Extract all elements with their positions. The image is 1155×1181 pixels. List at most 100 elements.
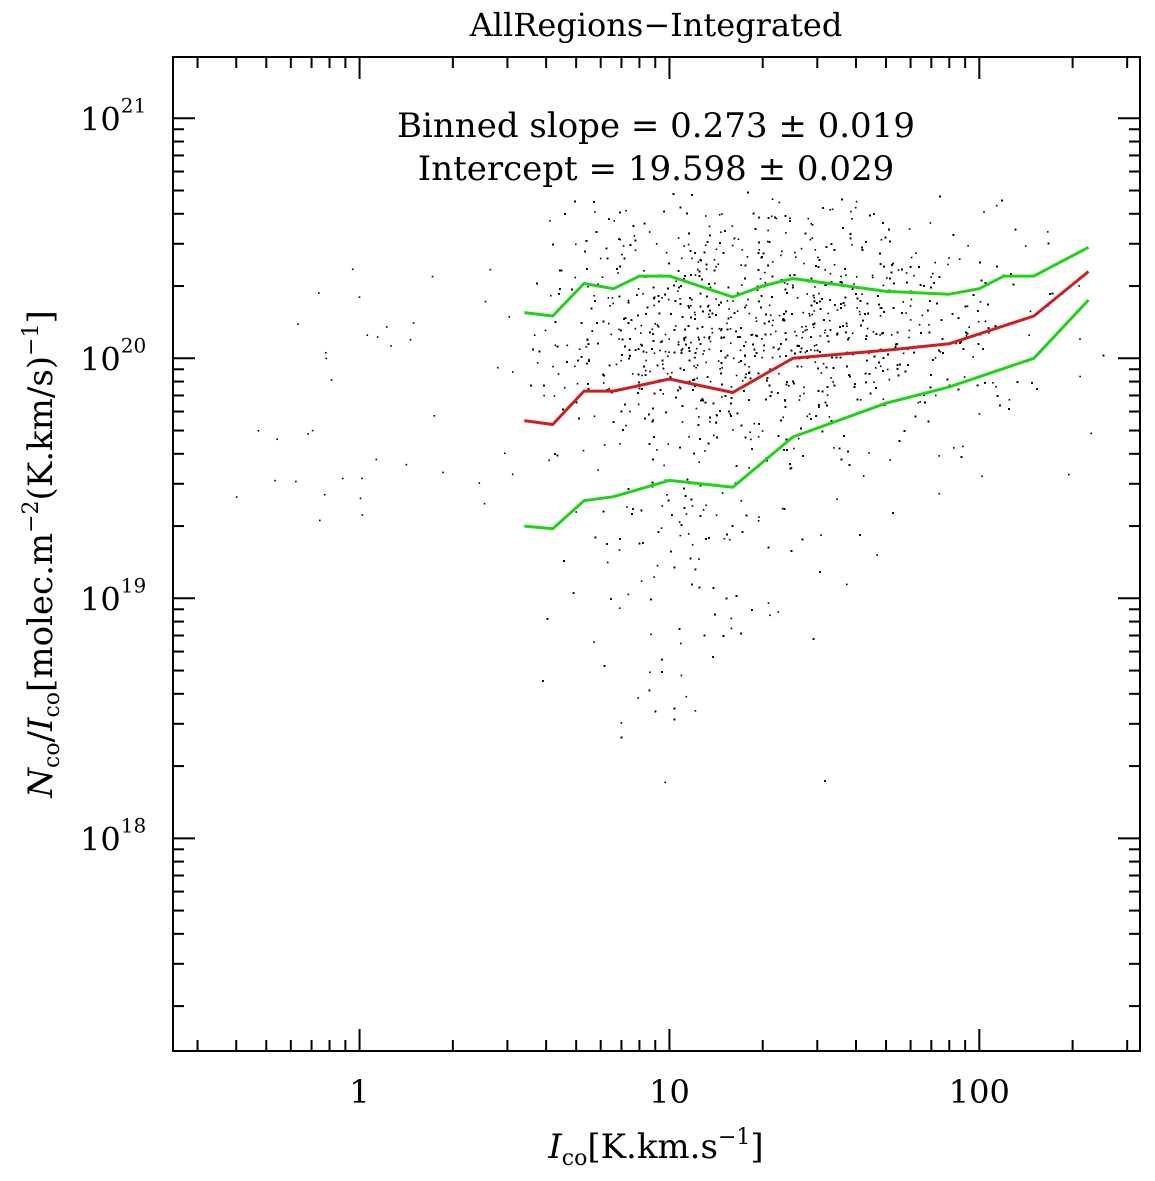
scatter-point bbox=[550, 294, 552, 297]
scatter-point bbox=[826, 394, 829, 396]
scatter-point bbox=[553, 395, 556, 397]
scatter-point bbox=[803, 392, 805, 395]
scatter-point bbox=[625, 209, 627, 212]
scatter-point bbox=[713, 434, 715, 437]
scatter-point bbox=[645, 359, 647, 362]
scatter-point bbox=[861, 293, 863, 295]
scatter-point bbox=[831, 208, 834, 211]
scatter-point bbox=[585, 346, 588, 348]
scatter-point bbox=[651, 328, 654, 330]
scatter-point bbox=[664, 333, 667, 336]
scatter-point bbox=[609, 305, 611, 307]
scatter-point bbox=[597, 469, 599, 471]
scatter-point bbox=[587, 285, 589, 288]
scatter-point bbox=[721, 492, 724, 494]
scatter-point bbox=[840, 275, 842, 278]
scatter-point bbox=[613, 220, 615, 222]
scatter-point bbox=[876, 554, 878, 556]
scatter-point bbox=[711, 331, 714, 334]
scatter-point bbox=[777, 348, 779, 351]
scatter-point bbox=[695, 366, 697, 369]
scatter-point bbox=[824, 284, 826, 286]
scatter-point bbox=[778, 201, 781, 204]
scatter-point bbox=[731, 244, 734, 247]
scatter-point bbox=[648, 231, 651, 233]
scatter-point bbox=[800, 365, 803, 368]
scatter-point bbox=[745, 304, 748, 307]
scatter-point bbox=[796, 297, 799, 299]
scatter-point bbox=[621, 253, 623, 256]
scatter-point bbox=[683, 245, 685, 247]
scatter-point bbox=[785, 232, 787, 234]
scatter-point bbox=[620, 359, 622, 362]
scatter-point bbox=[705, 361, 707, 364]
scatter-point bbox=[965, 334, 968, 337]
scatter-point bbox=[678, 521, 681, 523]
scatter-point bbox=[713, 258, 716, 261]
scatter-point bbox=[770, 333, 772, 336]
scatter-point bbox=[805, 325, 807, 328]
scatter-point bbox=[708, 348, 711, 351]
scatter-point bbox=[917, 401, 920, 404]
scatter-point bbox=[866, 327, 869, 330]
scatter-point bbox=[801, 326, 803, 328]
scatter-point bbox=[777, 611, 780, 613]
scatter-point bbox=[939, 351, 942, 353]
scatter-point bbox=[918, 323, 921, 326]
scatter-point bbox=[778, 372, 780, 375]
scatter-point bbox=[814, 249, 817, 251]
scatter-point bbox=[827, 312, 829, 315]
scatter-point bbox=[738, 361, 740, 364]
scatter-point bbox=[653, 576, 655, 578]
scatter-point bbox=[761, 356, 763, 359]
scatter-point bbox=[618, 607, 621, 609]
scatter-point bbox=[640, 580, 643, 582]
scatter-point bbox=[736, 292, 739, 294]
scatter-point bbox=[618, 328, 620, 331]
scatter-point bbox=[1079, 338, 1081, 340]
scatter-point bbox=[772, 319, 774, 322]
scatter-point bbox=[566, 344, 569, 347]
scatter-point bbox=[744, 363, 746, 366]
scatter-point bbox=[784, 400, 786, 402]
scatter-point bbox=[748, 366, 750, 368]
scatter-point bbox=[663, 464, 665, 467]
scatter-point bbox=[730, 627, 733, 630]
scatter-point bbox=[533, 334, 536, 336]
scatter-point bbox=[677, 290, 679, 292]
scatter-point bbox=[711, 327, 713, 330]
scatter-point bbox=[681, 348, 684, 350]
scatter-point bbox=[703, 336, 706, 339]
scatter-point bbox=[829, 209, 831, 211]
scatter-point bbox=[641, 374, 643, 377]
scatter-point bbox=[775, 330, 777, 333]
scatter-point bbox=[813, 349, 816, 352]
scatter-point bbox=[1068, 473, 1070, 476]
scatter-point bbox=[769, 314, 772, 317]
scatter-point bbox=[690, 341, 692, 344]
scatter-point bbox=[694, 710, 697, 712]
scatter-point bbox=[718, 214, 721, 216]
scatter-point bbox=[779, 355, 781, 358]
scatter-point bbox=[654, 323, 656, 325]
scatter-point bbox=[817, 256, 819, 259]
scatter-point bbox=[963, 376, 966, 378]
scatter-point bbox=[702, 509, 705, 511]
scatter-point bbox=[730, 316, 732, 319]
scatter-point bbox=[720, 329, 722, 332]
scatter-point bbox=[811, 224, 814, 226]
scatter-point bbox=[879, 365, 882, 368]
scatter-point bbox=[662, 363, 664, 366]
scatter-point bbox=[602, 382, 605, 384]
scatter-point bbox=[908, 336, 910, 339]
scatter-point bbox=[745, 373, 748, 375]
scatter-point bbox=[958, 258, 961, 260]
scatter-point bbox=[704, 450, 706, 452]
scatter-point bbox=[695, 407, 698, 410]
scatter-point bbox=[721, 396, 723, 398]
scatter-point bbox=[656, 564, 659, 567]
scatter-point bbox=[705, 268, 708, 270]
scatter-point bbox=[671, 371, 673, 374]
scatter-point bbox=[717, 360, 720, 362]
scatter-point bbox=[695, 347, 698, 350]
